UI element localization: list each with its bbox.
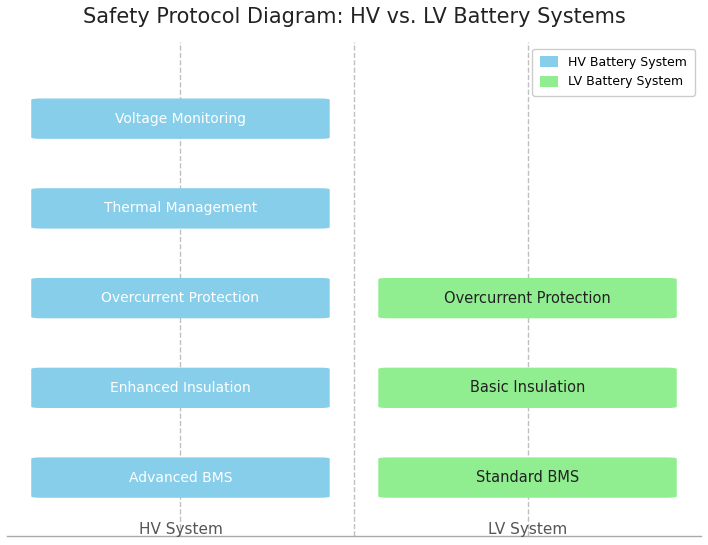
Text: Basic Insulation: Basic Insulation [470, 380, 586, 395]
Text: Overcurrent Protection: Overcurrent Protection [101, 291, 259, 305]
FancyBboxPatch shape [378, 457, 677, 498]
Text: Standard BMS: Standard BMS [476, 470, 579, 485]
FancyBboxPatch shape [31, 99, 330, 139]
Text: Enhanced Insulation: Enhanced Insulation [110, 381, 251, 395]
FancyBboxPatch shape [378, 278, 677, 318]
Legend: HV Battery System, LV Battery System: HV Battery System, LV Battery System [532, 49, 695, 96]
Text: Advanced BMS: Advanced BMS [129, 470, 232, 485]
FancyBboxPatch shape [31, 278, 330, 318]
Text: Voltage Monitoring: Voltage Monitoring [115, 112, 246, 126]
Text: Overcurrent Protection: Overcurrent Protection [444, 290, 611, 306]
FancyBboxPatch shape [378, 368, 677, 408]
Title: Safety Protocol Diagram: HV vs. LV Battery Systems: Safety Protocol Diagram: HV vs. LV Batte… [83, 7, 625, 27]
FancyBboxPatch shape [31, 368, 330, 408]
Text: HV System: HV System [139, 522, 222, 537]
Text: LV System: LV System [488, 522, 567, 537]
Text: Thermal Management: Thermal Management [104, 202, 257, 215]
FancyBboxPatch shape [31, 457, 330, 498]
FancyBboxPatch shape [31, 188, 330, 228]
